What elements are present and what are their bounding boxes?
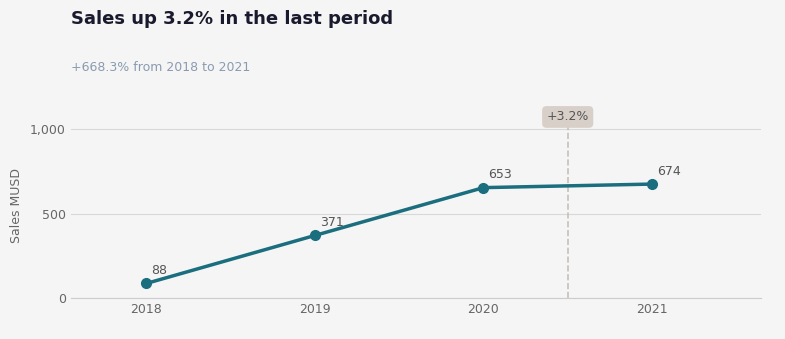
Text: +668.3% from 2018 to 2021: +668.3% from 2018 to 2021: [71, 61, 250, 74]
Text: 653: 653: [488, 168, 513, 181]
Y-axis label: Sales MUSD: Sales MUSD: [10, 167, 23, 243]
Text: 371: 371: [320, 216, 344, 229]
Text: 88: 88: [152, 264, 167, 277]
Text: 674: 674: [657, 165, 681, 178]
Text: +3.2%: +3.2%: [546, 111, 589, 123]
Text: Sales up 3.2% in the last period: Sales up 3.2% in the last period: [71, 10, 392, 28]
